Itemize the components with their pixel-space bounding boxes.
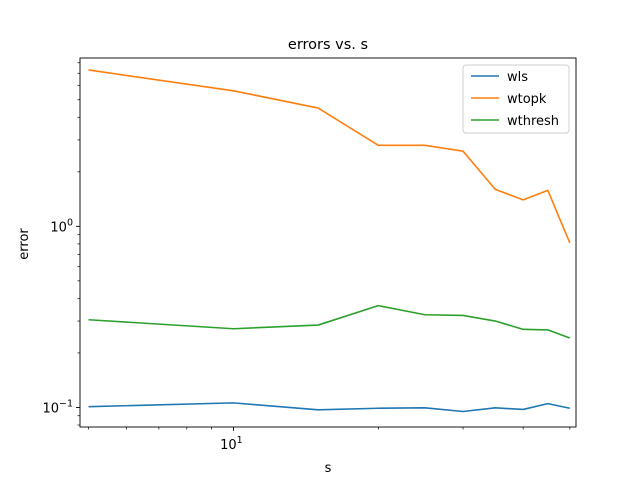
y-axis-label: error [17,228,32,260]
chart-title: errors vs. s [288,37,368,53]
legend: wls wtopk wthresh [462,64,570,134]
x-axis-label: s [325,461,332,476]
x-tick-label: 101 [220,435,243,453]
plot-frame [79,57,577,428]
legend-box [462,64,570,134]
plot-area: 101 10−1 100 [42,57,577,453]
series-line-wtopk [88,69,571,244]
y-tick-label: 10−1 [42,398,73,416]
legend-label-wthresh: wthresh [507,114,559,129]
y-tick-label: 100 [50,217,73,235]
legend-label-wls: wls [507,70,528,85]
series-line-wls [88,402,570,413]
legend-label-wtopk: wtopk [507,92,547,107]
series-line-wthresh [88,304,571,339]
